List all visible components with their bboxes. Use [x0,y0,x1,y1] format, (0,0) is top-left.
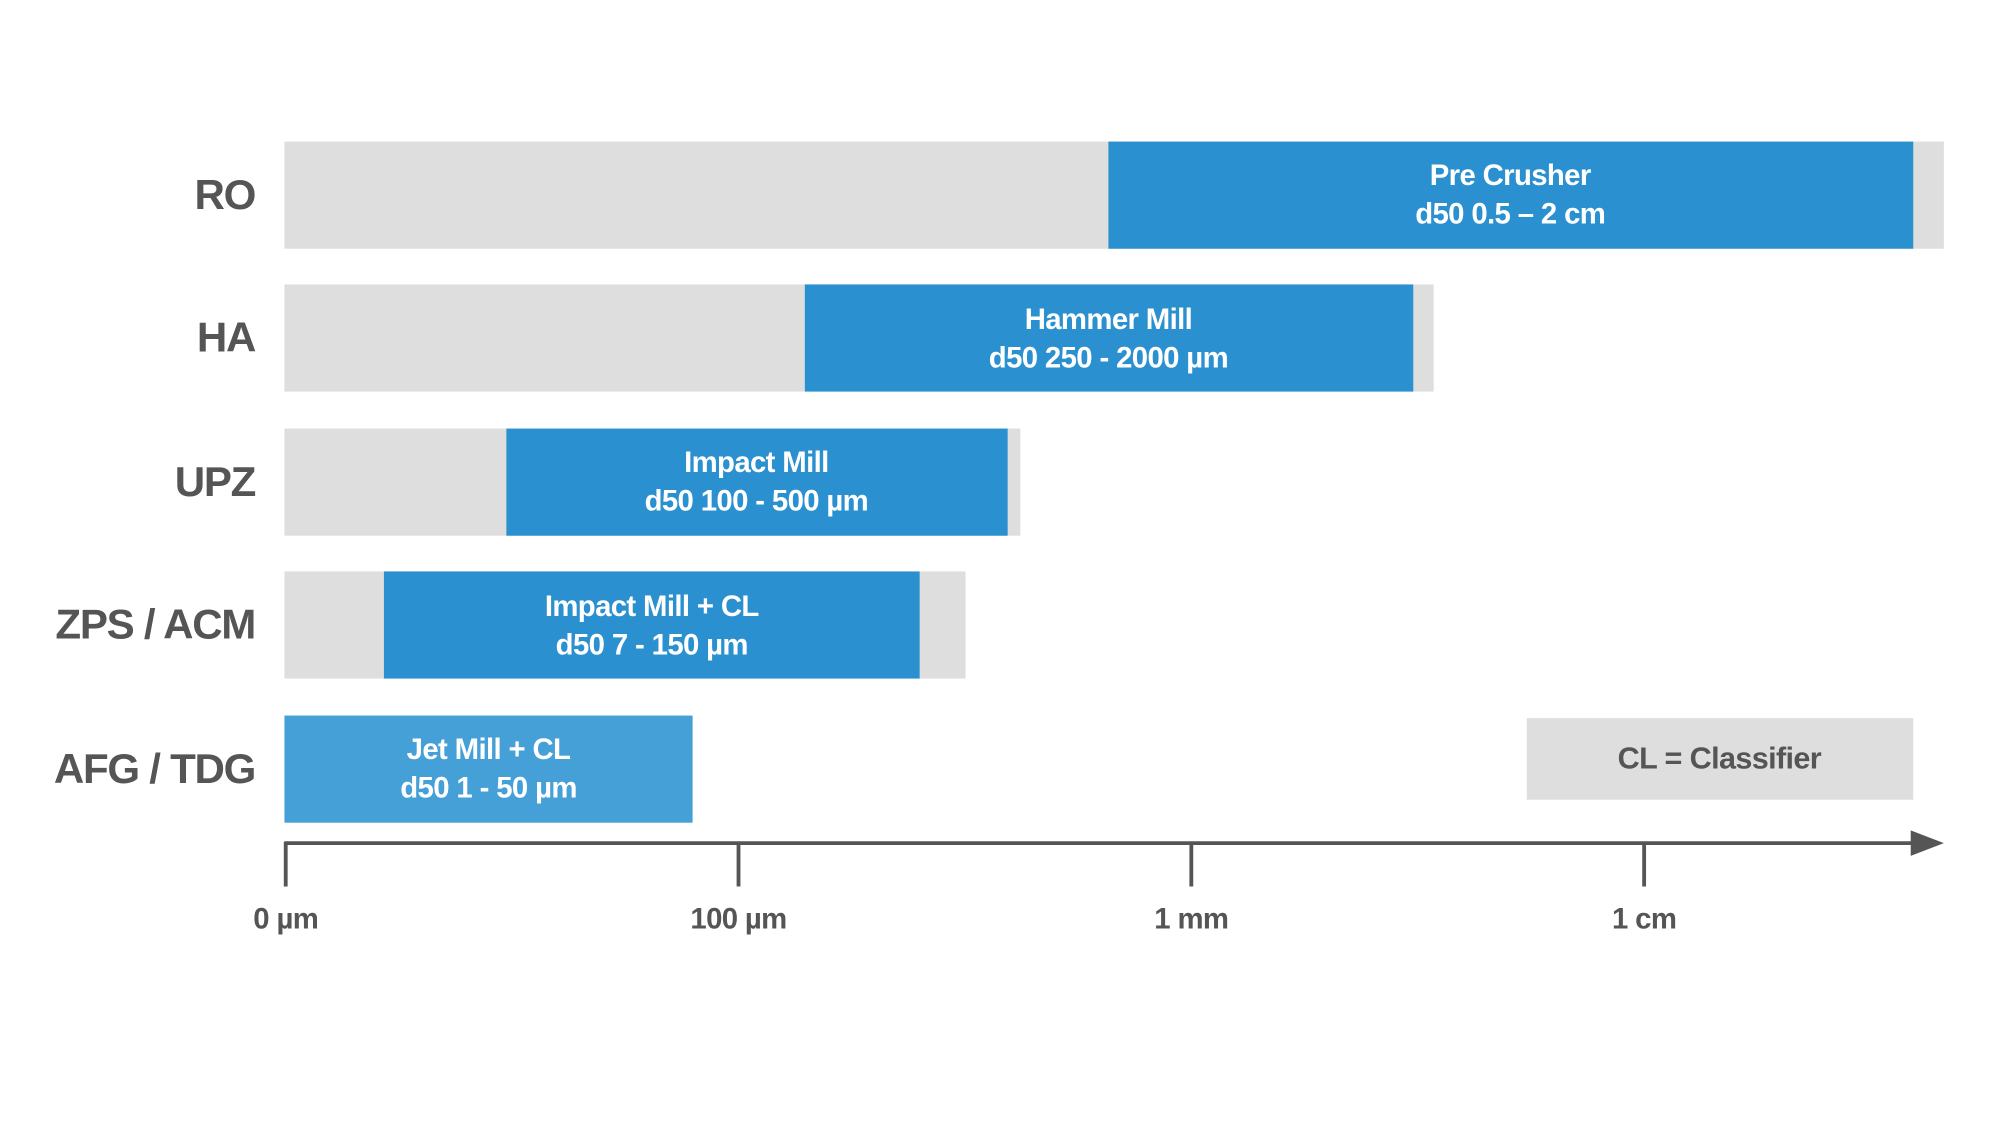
range-bar [383,571,920,679]
bar-title: Jet Mill + CL [407,733,571,766]
range-bar [1108,141,1914,249]
tick-label: 0 µm [253,903,318,936]
bar-title: Impact Mill [684,446,829,479]
row-label: UPZ [175,458,256,505]
tick-label: 100 µm [690,903,786,936]
row-label: ZPS / ACM [55,601,255,648]
range-bar [804,284,1414,392]
bar-range: d50 7 - 150 µm [556,628,748,661]
range-bar [506,428,1008,536]
row-label: RO [195,171,256,218]
axis-arrow [1910,830,1944,856]
tick-label: 1 cm [1612,903,1676,936]
row-label: AFG / TDG [54,745,255,792]
tick-label: 1 mm [1154,903,1228,936]
legend-text: CL = Classifier [1618,741,1822,775]
row-label: HA [197,314,256,361]
bar-range: d50 250 - 2000 µm [989,341,1228,374]
bar-range: d50 1 - 50 µm [400,771,577,804]
bar-range: d50 100 - 500 µm [645,484,869,517]
legend-box [1526,718,1914,800]
bar-title: Impact Mill + CL [545,590,760,623]
bar-range: d50 0.5 – 2 cm [1415,197,1605,230]
bar-title: Hammer Mill [1025,303,1192,336]
range-bar [284,715,693,823]
bar-title: Pre Crusher [1430,159,1591,192]
